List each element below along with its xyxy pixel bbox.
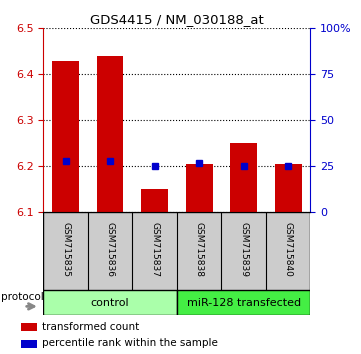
- Text: GSM715840: GSM715840: [284, 222, 293, 277]
- Text: miR-128 transfected: miR-128 transfected: [187, 298, 301, 308]
- Text: percentile rank within the sample: percentile rank within the sample: [42, 338, 218, 348]
- Bar: [43, 290, 177, 315]
- Bar: [186, 164, 213, 212]
- Text: GSM715837: GSM715837: [150, 222, 159, 277]
- Text: control: control: [91, 298, 129, 308]
- Text: GSM715836: GSM715836: [106, 222, 114, 277]
- Bar: [21, 339, 37, 348]
- Bar: [52, 61, 79, 212]
- Text: GSM715835: GSM715835: [61, 222, 70, 277]
- Text: GSM715838: GSM715838: [195, 222, 204, 277]
- Bar: [21, 323, 37, 331]
- Bar: [141, 189, 168, 212]
- Title: GDS4415 / NM_030188_at: GDS4415 / NM_030188_at: [90, 13, 264, 26]
- Bar: [97, 56, 123, 212]
- Bar: [275, 164, 301, 212]
- Bar: [177, 290, 310, 315]
- Text: GSM715839: GSM715839: [239, 222, 248, 277]
- Text: protocol: protocol: [1, 292, 44, 302]
- Bar: [230, 143, 257, 212]
- Text: transformed count: transformed count: [42, 322, 139, 332]
